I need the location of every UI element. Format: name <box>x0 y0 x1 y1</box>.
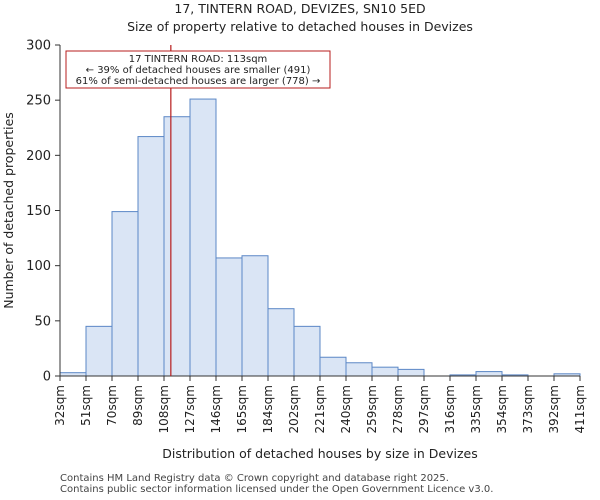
histogram-bar <box>371 366 399 377</box>
x-tick-label: 411sqm <box>573 385 587 433</box>
x-tick-label: 89sqm <box>131 385 145 426</box>
y-tick-label: 300 <box>26 39 51 54</box>
x-tick-label: 165sqm <box>235 385 249 433</box>
histogram-bar <box>85 325 113 377</box>
histogram-bar <box>111 211 139 377</box>
histogram-bar <box>189 98 217 377</box>
y-tick-label: 50 <box>34 314 51 329</box>
x-tick-label: 184sqm <box>261 385 275 433</box>
x-tick-label: 70sqm <box>105 385 119 426</box>
x-tick-label: 316sqm <box>443 385 457 433</box>
x-axis-label: Distribution of detached houses by size … <box>162 446 478 461</box>
x-tick-label: 373sqm <box>521 385 535 433</box>
histogram-bar <box>215 257 243 377</box>
histogram-bar <box>137 136 165 377</box>
x-tick-label: 202sqm <box>287 385 301 433</box>
x-tick-label: 127sqm <box>183 385 197 433</box>
y-tick-label: 0 <box>43 370 51 385</box>
annotation-box <box>65 50 331 89</box>
y-tick-label: 250 <box>26 94 51 109</box>
histogram-bar <box>345 362 373 377</box>
x-tick-label: 32sqm <box>53 385 67 426</box>
footer-licence: Contains public sector information licen… <box>60 484 494 495</box>
y-tick-label: 200 <box>26 149 51 164</box>
annotation-line-2: ← 39% of detached houses are smaller (49… <box>86 65 311 76</box>
histogram-bar <box>397 368 425 377</box>
x-tick-label: 146sqm <box>209 385 223 433</box>
x-tick-label: 278sqm <box>391 385 405 433</box>
x-tick-label: 392sqm <box>547 385 561 433</box>
footer-copyright: Contains HM Land Registry data © Crown c… <box>60 473 449 484</box>
x-tick-label: 259sqm <box>365 385 379 433</box>
histogram-bar <box>475 371 503 377</box>
chart-title-address: 17, TINTERN ROAD, DEVIZES, SN10 5ED <box>174 1 426 16</box>
chart-title-subtitle: Size of property relative to detached ho… <box>127 19 473 34</box>
x-tick-label: 51sqm <box>79 385 93 426</box>
x-tick-label: 221sqm <box>313 385 327 433</box>
x-tick-label: 335sqm <box>469 385 483 433</box>
x-tick-label: 108sqm <box>157 385 171 433</box>
x-tick-label: 297sqm <box>417 385 431 433</box>
histogram-bar <box>293 325 321 377</box>
annotation-line-1: 17 TINTERN ROAD: 113sqm <box>129 54 268 65</box>
y-tick-label: 150 <box>26 204 51 219</box>
annotation-line-3: 61% of semi-detached houses are larger (… <box>76 76 321 87</box>
histogram-bar <box>241 255 269 377</box>
x-tick-label: 354sqm <box>495 385 509 433</box>
y-tick-label: 100 <box>26 259 51 274</box>
histogram-bar <box>319 356 347 377</box>
x-tick-label: 240sqm <box>339 385 353 433</box>
y-axis-label: Number of detached properties <box>1 112 16 309</box>
histogram-bar <box>267 308 295 377</box>
histogram-bar <box>163 116 191 377</box>
